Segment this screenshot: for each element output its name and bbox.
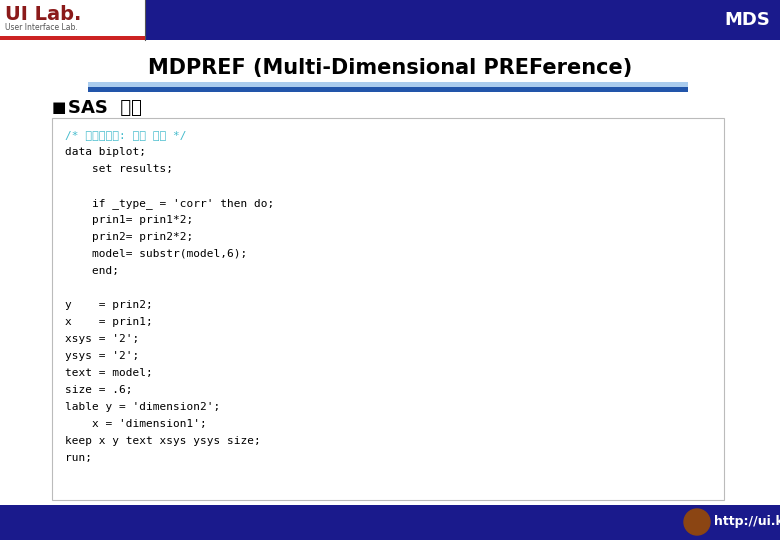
Text: MDPREF (Multi-Dimensional PREFerence): MDPREF (Multi-Dimensional PREFerence): [148, 58, 632, 78]
Text: y    = prin2;: y = prin2;: [65, 300, 153, 310]
Text: SAS  코드: SAS 코드: [68, 99, 142, 117]
Text: size = .6;: size = .6;: [65, 385, 133, 395]
Circle shape: [684, 509, 710, 535]
Text: UI Lab.: UI Lab.: [5, 4, 81, 24]
Bar: [0, 505, 780, 540]
Bar: [88, 87, 688, 92]
Text: set results;: set results;: [65, 164, 173, 174]
Text: data biplot;: data biplot;: [65, 147, 146, 157]
Text: MDS: MDS: [724, 11, 770, 29]
Text: end;: end;: [65, 266, 119, 276]
Bar: [52, 118, 724, 500]
Text: prin2= prin2*2;: prin2= prin2*2;: [65, 232, 193, 242]
Text: model= substr(model,6);: model= substr(model,6);: [65, 249, 247, 259]
Text: xsys = '2';: xsys = '2';: [65, 334, 140, 344]
Text: prin1= prin1*2;: prin1= prin1*2;: [65, 215, 193, 225]
Text: x    = prin1;: x = prin1;: [65, 317, 153, 327]
Bar: [0, 0, 145, 40]
Text: ■: ■: [52, 100, 66, 116]
Text: x = 'dimension1';: x = 'dimension1';: [65, 419, 207, 429]
Text: ysys = '2';: ysys = '2';: [65, 351, 140, 361]
Text: keep x y text xsys ysys size;: keep x y text xsys ysys size;: [65, 436, 261, 446]
Bar: [0, 36, 145, 40]
Bar: [145, 0, 780, 40]
Text: User Interface Lab.: User Interface Lab.: [5, 24, 78, 32]
Text: lable y = 'dimension2';: lable y = 'dimension2';: [65, 402, 220, 412]
Text: http://ui.korea.ac.kr: http://ui.korea.ac.kr: [714, 516, 780, 529]
Bar: [88, 82, 688, 87]
Text: run;: run;: [65, 453, 92, 463]
Text: text = model;: text = model;: [65, 368, 153, 378]
Text: /* 그래프단계: 생략 가능 */: /* 그래프단계: 생략 가능 */: [65, 130, 186, 140]
Text: if _type_ = 'corr' then do;: if _type_ = 'corr' then do;: [65, 198, 275, 209]
